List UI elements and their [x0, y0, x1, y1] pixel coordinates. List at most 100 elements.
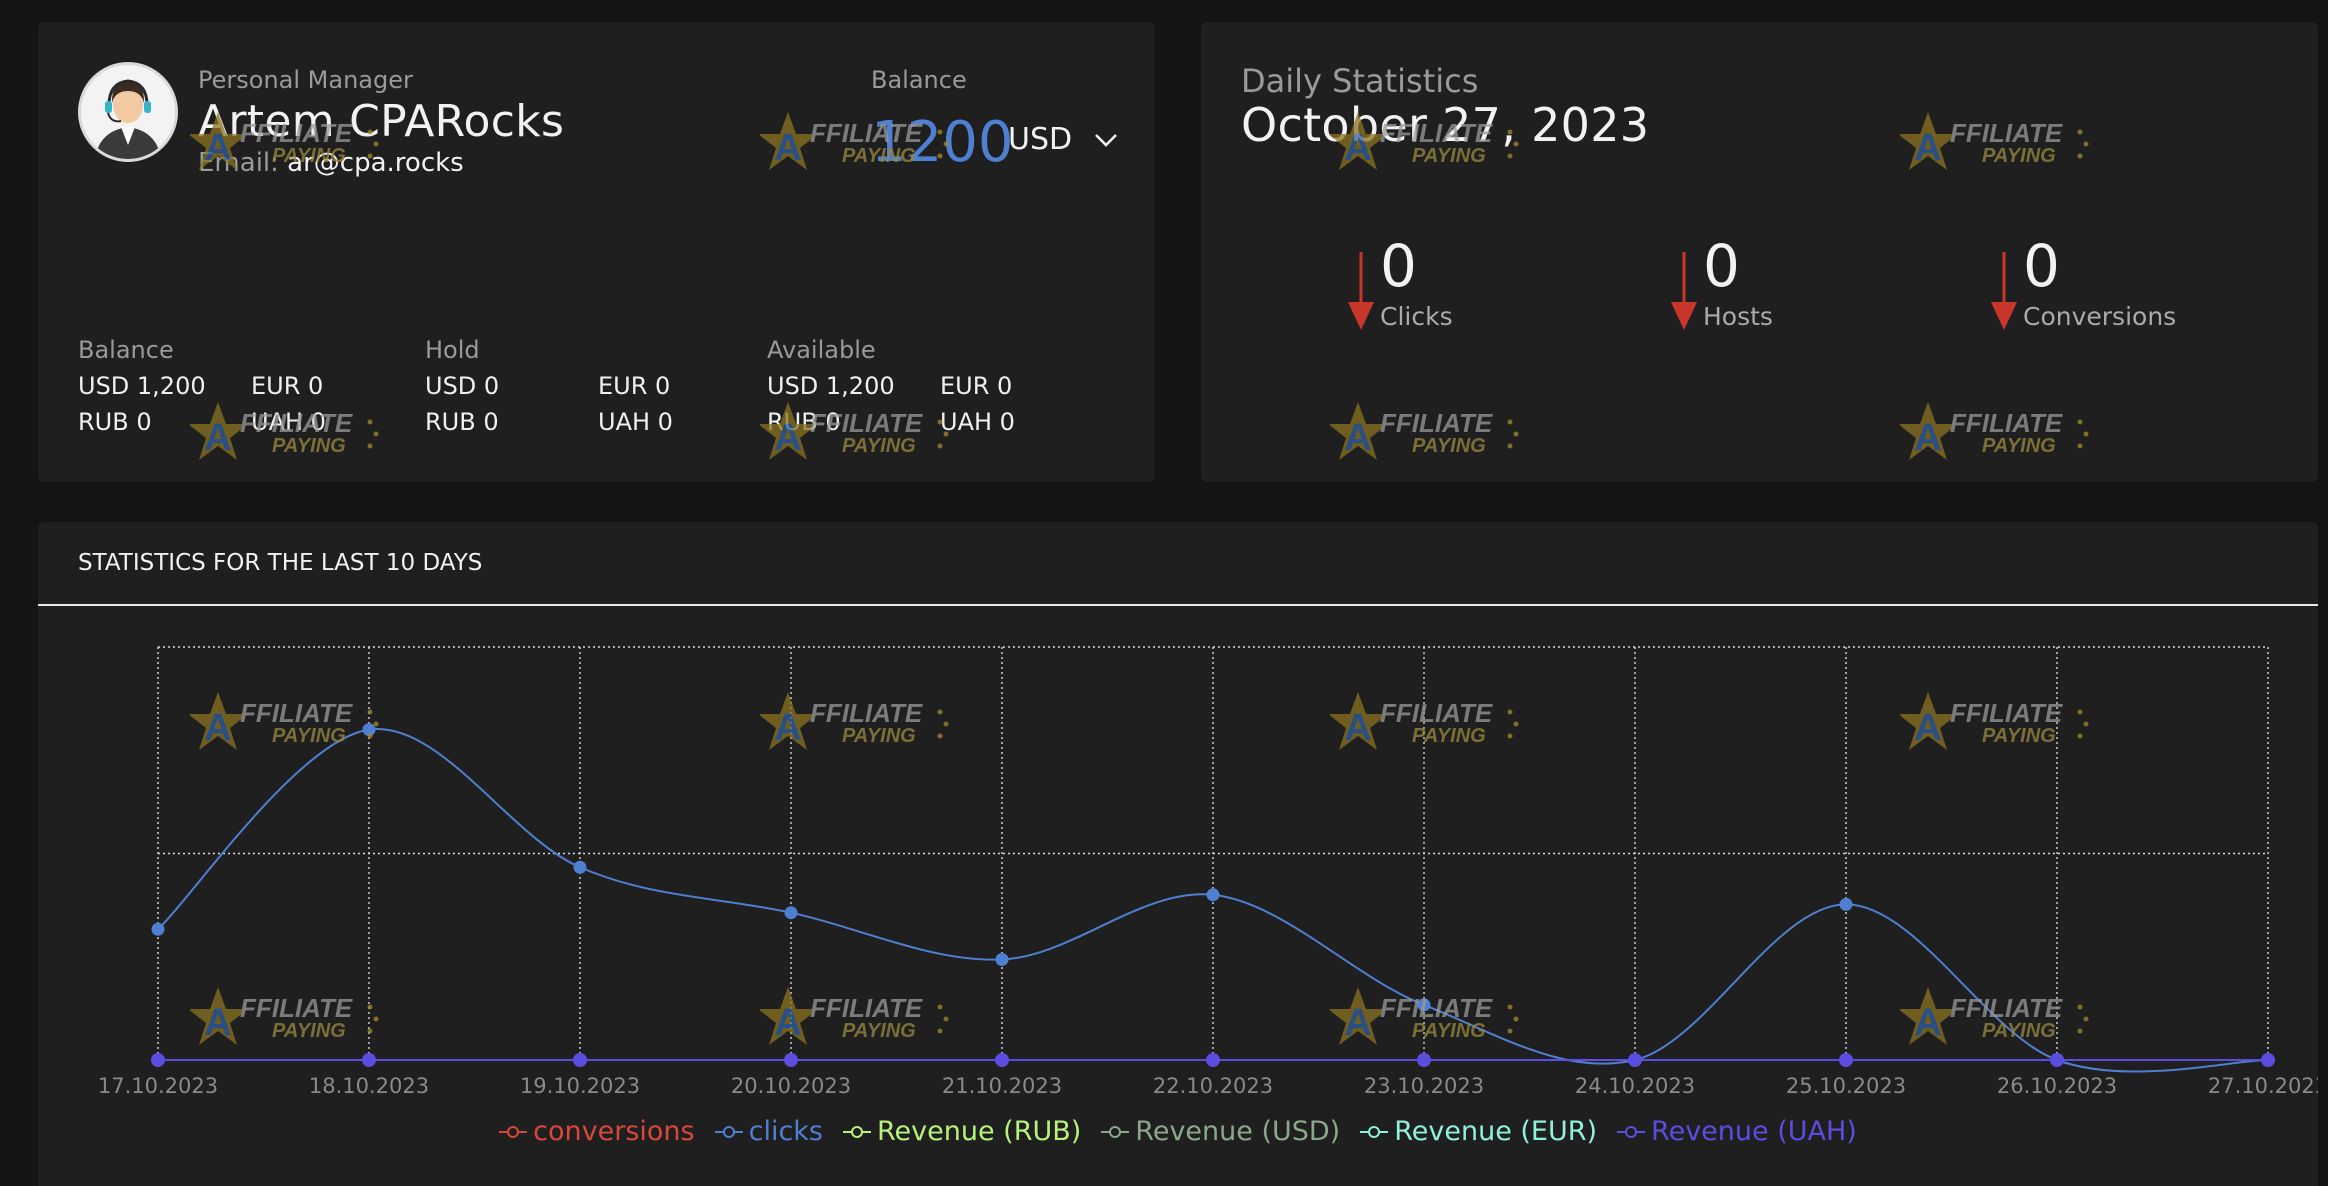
balance-uah: UAH 0: [251, 408, 326, 436]
legend-item-revenue-rub[interactable]: Revenue (RUB): [843, 1116, 1081, 1147]
hold-group-title: Hold: [425, 336, 480, 364]
balance-usd: USD 1,200: [78, 372, 206, 400]
chevron-down-icon: [1095, 133, 1118, 147]
legend-marker-icon: [1617, 1125, 1646, 1138]
data-point-clicks: [1417, 998, 1431, 1012]
hold-row: RUB 0 UAH 0: [425, 408, 771, 444]
data-point-revenue-uah: [362, 1053, 376, 1067]
statistics-title: STATISTICS FOR THE LAST 10 DAYS: [78, 550, 483, 576]
available-group: Available USD 1,200 EUR 0 RUB 0 UAH 0: [767, 336, 1113, 444]
metric-label: Conversions: [2023, 302, 2177, 331]
hold-rub: RUB 0: [425, 408, 499, 436]
x-tick-label: 17.10.2023: [98, 1074, 218, 1098]
legend-marker-icon: [714, 1125, 743, 1138]
data-point-revenue-uah: [1417, 1053, 1431, 1067]
data-point-clicks: [362, 723, 376, 737]
hold-row: USD 0 EUR 0: [425, 372, 771, 408]
arrow-down-icon: [1991, 252, 2017, 330]
available-rub: RUB 0: [767, 408, 841, 436]
data-point-revenue-uah: [2261, 1053, 2275, 1067]
metric-value: 0: [1380, 232, 1417, 300]
x-tick-label: 18.10.2023: [309, 1074, 429, 1098]
arrow-down-icon: [1671, 252, 1697, 330]
legend-marker-icon: [1360, 1125, 1389, 1138]
legend-label: Revenue (EUR): [1394, 1116, 1598, 1147]
daily-statistics-card: Daily Statistics October 27, 2023 0 Clic…: [1201, 22, 2318, 482]
data-point-revenue-uah: [995, 1053, 1009, 1067]
data-point-revenue-uah: [151, 1053, 165, 1067]
legend-item-conversions[interactable]: conversions: [499, 1116, 695, 1147]
personal-manager-label: Personal Manager: [198, 66, 413, 94]
daily-statistics-label: Daily Statistics: [1241, 62, 1479, 100]
x-tick-label: 19.10.2023: [520, 1074, 640, 1098]
legend-label: Revenue (UAH): [1651, 1116, 1857, 1147]
data-point-clicks: [573, 860, 587, 874]
available-eur: EUR 0: [940, 372, 1013, 400]
arrow-down-icon: [1348, 252, 1374, 330]
legend-item-revenue-usd[interactable]: Revenue (USD): [1101, 1116, 1340, 1147]
available-row: RUB 0 UAH 0: [767, 408, 1113, 444]
balance-row: USD 1,200 EUR 0: [78, 372, 424, 408]
metric-label: Clicks: [1380, 302, 1453, 331]
balance-group: Balance USD 1,200 EUR 0 RUB 0 UAH 0: [78, 336, 424, 444]
data-point-clicks: [1839, 897, 1853, 911]
x-tick-label: 27.10.2023: [2208, 1074, 2318, 1098]
x-tick-label: 26.10.2023: [1997, 1074, 2117, 1098]
x-tick-label: 25.10.2023: [1786, 1074, 1906, 1098]
manager-name: Artem CPARocks: [198, 96, 565, 147]
hold-uah: UAH 0: [598, 408, 673, 436]
data-point-clicks: [784, 906, 798, 920]
legend-marker-icon: [1101, 1125, 1130, 1138]
balance-row: RUB 0 UAH 0: [78, 408, 424, 444]
data-point-revenue-uah: [1206, 1053, 1220, 1067]
chart-legend: conversions clicks Revenue (RUB) Revenue (U…: [228, 1116, 2128, 1147]
available-group-title: Available: [767, 336, 876, 364]
hold-usd: USD 0: [425, 372, 500, 400]
x-tick-label: 23.10.2023: [1364, 1074, 1484, 1098]
data-point-clicks: [995, 953, 1009, 967]
balance-label: Balance: [871, 66, 967, 94]
manager-avatar-icon: [81, 65, 175, 159]
email-label: Email:: [198, 148, 279, 178]
hold-group: Hold USD 0 EUR 0 RUB 0 UAH 0: [425, 336, 771, 444]
manager-email: Email: ar@cpa.rocks: [198, 148, 464, 178]
available-uah: UAH 0: [940, 408, 1015, 436]
data-point-revenue-uah: [2050, 1053, 2064, 1067]
manager-avatar: [78, 62, 178, 162]
legend-label: Revenue (USD): [1135, 1116, 1341, 1147]
metric-value: 0: [2023, 232, 2060, 300]
daily-statistics-date: October 27, 2023: [1241, 98, 1650, 152]
divider: [38, 604, 2318, 606]
balance-eur: EUR 0: [251, 372, 324, 400]
currency-value: USD: [1008, 122, 1073, 157]
legend-label: clicks: [748, 1116, 823, 1147]
balance-rub: RUB 0: [78, 408, 152, 436]
x-tick-label: 22.10.2023: [1153, 1074, 1273, 1098]
available-usd: USD 1,200: [767, 372, 895, 400]
statistics-chart: 17.10.2023 18.10.2023 19.10.2023 20.10.2023…: [98, 646, 2318, 1098]
legend-item-revenue-eur[interactable]: Revenue (EUR): [1360, 1116, 1597, 1147]
data-point-revenue-uah: [784, 1053, 798, 1067]
legend-label: conversions: [533, 1116, 695, 1147]
x-tick-label: 24.10.2023: [1575, 1074, 1695, 1098]
legend-label: Revenue (RUB): [877, 1116, 1082, 1147]
metric-value: 0: [1703, 232, 1740, 300]
hold-eur: EUR 0: [598, 372, 671, 400]
statistics-card: STATISTICS FOR THE LAST 10 DAYS 17.10.20…: [38, 522, 2318, 1186]
legend-marker-icon: [499, 1125, 528, 1138]
balance-group-title: Balance: [78, 336, 174, 364]
legend-item-clicks[interactable]: clicks: [714, 1116, 823, 1147]
email-value[interactable]: ar@cpa.rocks: [287, 148, 464, 178]
data-point-revenue-uah: [573, 1053, 587, 1067]
currency-dropdown[interactable]: USD: [1008, 122, 1118, 157]
x-tick-label: 21.10.2023: [942, 1074, 1062, 1098]
metric-label: Hosts: [1703, 302, 1773, 331]
manager-card: Personal Manager Artem CPARocks Email: a…: [38, 22, 1155, 482]
data-point-revenue-uah: [1628, 1053, 1642, 1067]
available-row: USD 1,200 EUR 0: [767, 372, 1113, 408]
legend-item-revenue-uah[interactable]: Revenue (UAH): [1617, 1116, 1857, 1147]
legend-marker-icon: [843, 1125, 871, 1138]
balance-amount: 1200: [871, 110, 1014, 175]
data-point-revenue-uah: [1839, 1053, 1853, 1067]
x-tick-label: 20.10.2023: [731, 1074, 851, 1098]
